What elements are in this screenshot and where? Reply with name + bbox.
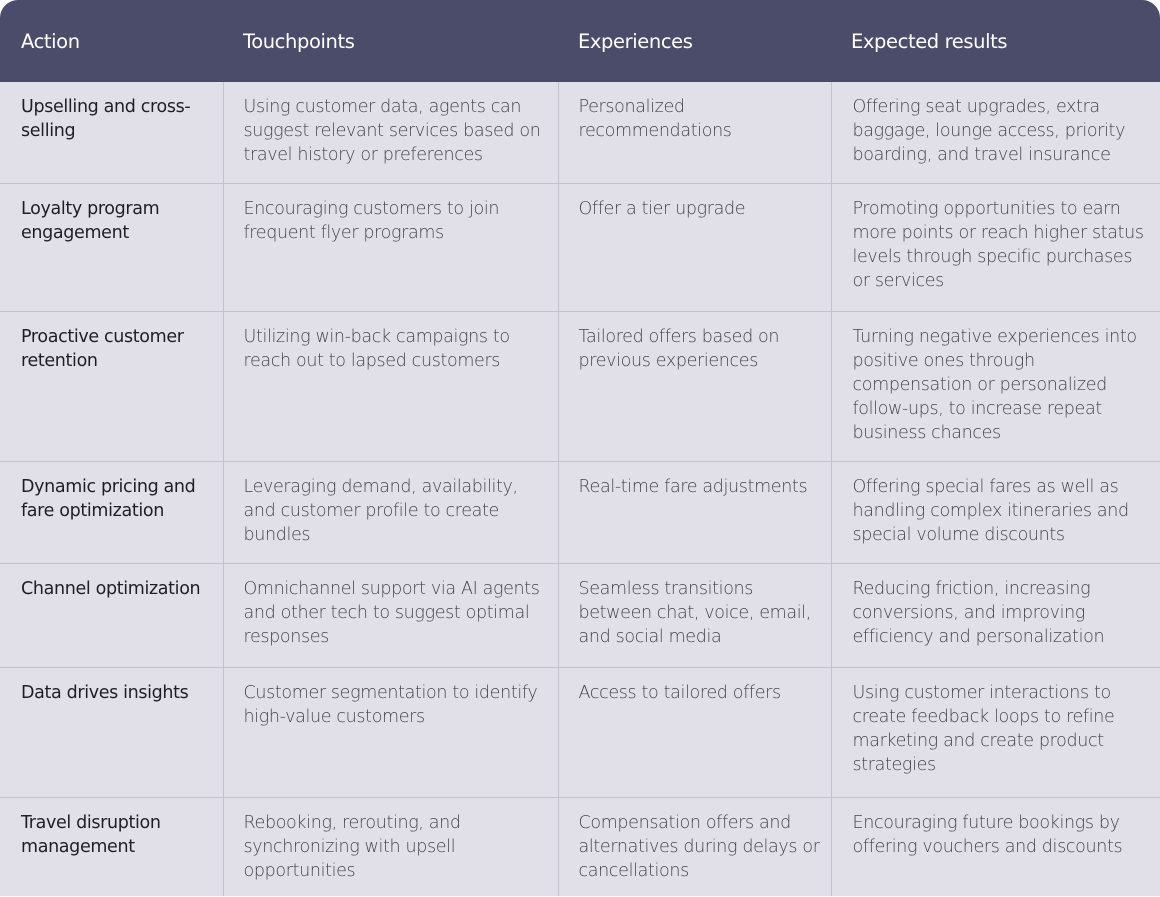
cell-touchpoints: Encouraging customers to join frequent f… xyxy=(222,183,558,312)
cell-expected-results: Turning negative experiences into positi… xyxy=(830,311,1160,462)
column-header-experiences: Experiences xyxy=(578,29,693,53)
column-header-action: Action xyxy=(21,29,80,53)
cell-experiences: Tailored offers based on previous experi… xyxy=(557,311,831,462)
table-body: Upselling and cross-selling Using custom… xyxy=(0,82,1160,896)
cell-touchpoints: Customer segmentation to identify high-v… xyxy=(222,667,558,798)
table-row: Channel optimization Omnichannel support… xyxy=(0,563,1160,668)
cell-experiences: Seamless transitions between chat, voice… xyxy=(557,563,831,668)
table-row: Data drives insights Customer segmentati… xyxy=(0,667,1160,798)
cell-experiences: Real-time fare adjustments xyxy=(557,461,831,564)
cell-expected-results: Offering seat upgrades, extra baggage, l… xyxy=(830,82,1160,184)
column-header-expected-results: Expected results xyxy=(851,29,1008,53)
cell-action: Loyalty program engagement xyxy=(0,183,223,312)
table-row: Proactive customer retention Utilizing w… xyxy=(0,311,1160,462)
cell-action: Upselling and cross-selling xyxy=(0,82,223,184)
cell-expected-results: Reducing friction, increasing conversion… xyxy=(830,563,1160,668)
cell-expected-results: Offering special fares as well as handli… xyxy=(830,461,1160,564)
table-row: Travel disruption management Rebooking, … xyxy=(0,797,1160,896)
table-row: Upselling and cross-selling Using custom… xyxy=(0,82,1160,184)
cell-touchpoints: Leveraging demand, availability, and cus… xyxy=(222,461,558,564)
table-header: Action Touchpoints Experiences Expected … xyxy=(0,0,1160,82)
cell-experiences: Offer a tier upgrade xyxy=(557,183,831,312)
cell-action: Dynamic pricing and fare optimization xyxy=(0,461,223,564)
cell-action: Data drives insights xyxy=(0,667,223,798)
header-row: Action Touchpoints Experiences Expected … xyxy=(0,0,1160,82)
cell-touchpoints: Omnichannel support via AI agents and ot… xyxy=(222,563,558,668)
cell-expected-results: Encouraging future bookings by offering … xyxy=(830,797,1160,896)
cell-touchpoints: Using customer data, agents can suggest … xyxy=(222,82,558,184)
cell-action: Proactive customer retention xyxy=(0,311,223,462)
table-row: Dynamic pricing and fare optimization Le… xyxy=(0,461,1160,564)
column-header-touchpoints: Touchpoints xyxy=(243,29,355,53)
table-row: Loyalty program engagement Encouraging c… xyxy=(0,183,1160,312)
cell-expected-results: Promoting opportunities to earn more poi… xyxy=(830,183,1160,312)
cell-experiences: Personalized recommendations xyxy=(557,82,831,184)
cell-experiences: Compensation offers and alternatives dur… xyxy=(557,797,831,896)
cell-touchpoints: Rebooking, rerouting, and synchronizing … xyxy=(222,797,558,896)
cell-action: Travel disruption management xyxy=(0,797,223,896)
cell-expected-results: Using customer interactions to create fe… xyxy=(830,667,1160,798)
cell-touchpoints: Utilizing win-back campaigns to reach ou… xyxy=(222,311,558,462)
cell-action: Channel optimization xyxy=(0,563,223,668)
cell-experiences: Access to tailored offers xyxy=(557,667,831,798)
